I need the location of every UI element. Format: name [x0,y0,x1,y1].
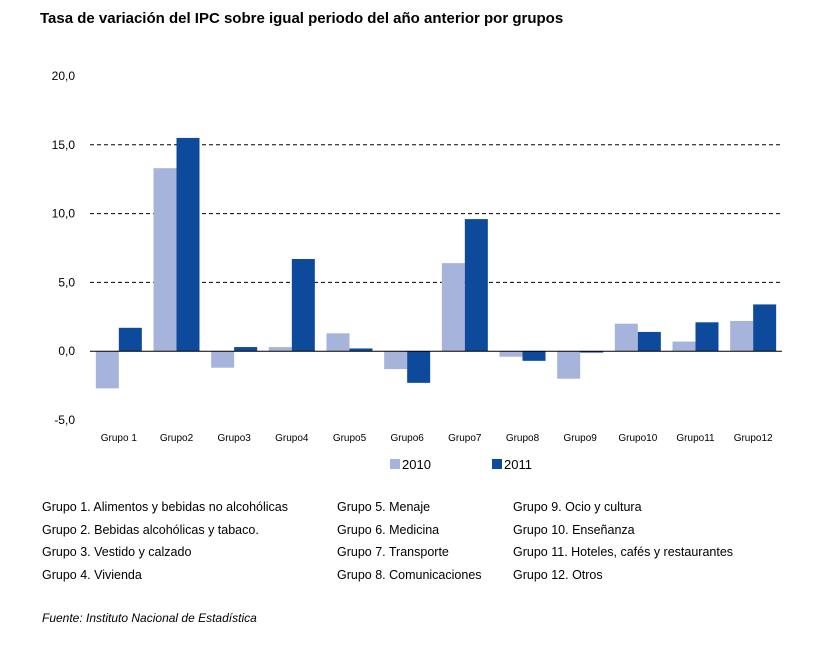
x-tick-label: Grupo6 [390,433,424,444]
legend-swatch-2011 [492,459,502,469]
bar-2010 [499,351,523,357]
group-key-item: Grupo 1. Alimentos y bebidas no alcohóli… [42,500,288,514]
source-note: Fuente: Instituto Nacional de Estadístic… [42,611,257,625]
group-key-item: Grupo 4. Vivienda [42,567,142,582]
bar-2010 [730,320,754,352]
group-key-item: Grupo 8. Comunicaciones [337,567,482,582]
group-key-item: Grupo 7. Transporte [337,545,449,559]
bar-2010 [614,323,638,352]
group-key-column-2: Grupo 5. Menaje Grupo 6. Medicina Grupo … [337,498,637,588]
bar-2010 [672,341,696,352]
bar-2010 [384,351,408,370]
group-key-item: Grupo 11. Hoteles, cafés y restaurantes [513,545,734,559]
group-key-item: Grupo 6. Medicina [337,522,440,537]
legend-swatch-2010 [390,459,400,469]
bar-2011 [234,347,258,352]
x-tick-label: Grupo9 [563,433,597,444]
bar-2010 [557,351,581,379]
x-tick-label: Grupo7 [448,433,482,444]
y-tick-label: -5,0 [54,413,75,427]
group-key-item: Grupo 2. Bebidas alcohólicas y tabaco. [42,522,259,537]
x-tick-label: Grupo12 [734,433,773,444]
group-key-item: Grupo 10. Enseñanza [513,522,635,537]
bar-2011 [522,351,546,361]
y-tick-label: 20,0 [52,69,76,83]
x-tick-label: Grupo4 [275,433,309,444]
group-key-item: Grupo 12. Otros [513,567,603,582]
y-tick-label: 10,0 [52,207,76,221]
bar-2010 [211,351,235,368]
bar-2011 [349,348,373,352]
bar-2011 [118,327,142,352]
bar-2011 [176,137,200,352]
bar-2010 [95,351,119,389]
x-tick-label: Grupo8 [506,433,540,444]
group-key-column-1: Grupo 1. Alimentos y bebidas no alcohóli… [42,498,342,588]
bar-2010 [441,263,465,352]
x-tick-label: Grupo3 [217,433,251,444]
legend-label: 2011 [504,457,532,472]
y-tick-label: 15,0 [52,138,76,152]
bar-2011 [637,331,661,352]
group-key-column-3: Grupo 9. Ocio y cultura Grupo 10. Enseña… [513,498,813,588]
y-tick-label: 0,0 [58,344,75,358]
bar-2010 [153,168,177,352]
bar-2011 [695,322,719,352]
x-tick-label: Grupo 1 [101,433,138,444]
bar-2011 [291,259,315,352]
group-key-item: Grupo 5. Menaje [337,500,431,514]
bar-2011 [464,219,488,352]
bar-2010 [268,347,292,352]
bar-2011 [753,304,777,352]
x-tick-label: Grupo11 [676,433,715,444]
group-key-item: Grupo 9. Ocio y cultura [513,500,642,514]
y-tick-label: 5,0 [58,275,75,289]
bar-2010 [326,333,350,352]
bar-2011 [407,351,431,383]
x-tick-label: Grupo2 [160,433,194,444]
bar-chart: -5,0 0,0 5,0 10,0 15,0 20,0 Grupo 1 Grupo2 Grupo… [52,69,782,472]
bar-2011 [580,351,604,353]
group-key-item: Grupo 3. Vestido y calzado [42,545,192,559]
chart-title: Tasa de variación del IPC sobre igual pe… [40,10,564,27]
legend-label: 2010 [402,457,431,472]
x-tick-label: Grupo5 [333,433,367,444]
x-tick-label: Grupo10 [618,433,657,444]
